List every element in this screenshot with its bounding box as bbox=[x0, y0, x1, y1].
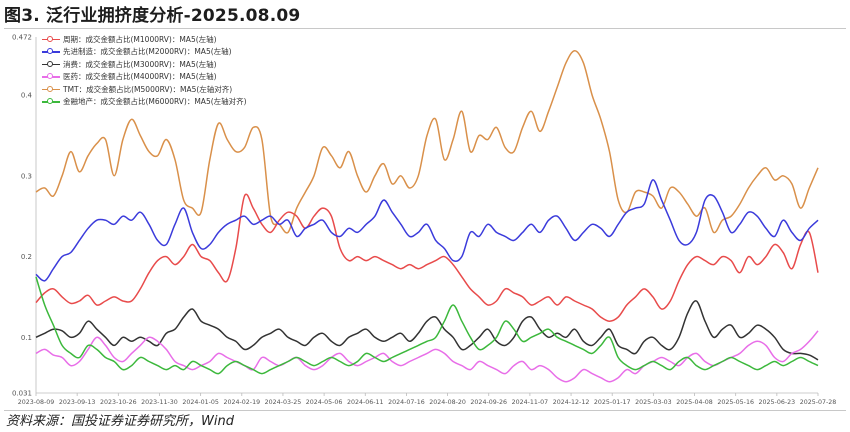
y-tick-label: 0.3 bbox=[21, 172, 32, 180]
legend-swatch bbox=[42, 47, 60, 57]
source-note: 资料来源：国投证券证券研究所，Wind bbox=[6, 414, 234, 429]
x-tick-label: 2025-07-28 bbox=[800, 399, 837, 406]
x-tick-label: 2023-09-13 bbox=[59, 399, 96, 406]
series-line-4 bbox=[35, 49, 819, 234]
series-line-3 bbox=[35, 330, 819, 383]
legend-swatch bbox=[42, 72, 60, 82]
x-tick-label: 2024-05-06 bbox=[306, 399, 343, 406]
x-tick-label: 2024-06-11 bbox=[347, 399, 384, 406]
x-tick-label: 2024-11-07 bbox=[512, 399, 549, 406]
legend-label: TMT：成交金额占比(M5000RV)：MA5(左轴对齐) bbox=[63, 84, 233, 94]
x-tick-label: 2023-11-30 bbox=[141, 399, 178, 406]
y-tick-label: 0.2 bbox=[21, 253, 32, 261]
legend-item: 金融地产：成交金额占比(M6000RV)：MA5(左轴对齐) bbox=[42, 96, 247, 109]
y-tick-label: 0.4 bbox=[21, 92, 33, 100]
x-tick-label: 2025-04-08 bbox=[676, 399, 713, 406]
legend-item: 周期：成交金额占比(M1000RV)：MA5(左轴) bbox=[42, 33, 247, 46]
x-tick-label: 2024-02-19 bbox=[223, 399, 260, 406]
x-tick-label: 2023-10-26 bbox=[100, 399, 137, 406]
chart-frame bbox=[4, 28, 846, 411]
legend-swatch bbox=[42, 34, 60, 44]
legend-item: 消费：成交金额占比(M3000RV)：MA5(左轴) bbox=[42, 58, 247, 71]
legend-label: 消费：成交金额占比(M3000RV)：MA5(左轴) bbox=[63, 59, 217, 69]
x-tick-label: 2025-03-03 bbox=[635, 399, 672, 406]
legend-item: TMT：成交金额占比(M5000RV)：MA5(左轴对齐) bbox=[42, 83, 247, 96]
x-tick-label: 2023-08-09 bbox=[18, 399, 55, 406]
series-line-2 bbox=[35, 300, 819, 361]
figure-title: 图3. 泛行业拥挤度分析-2025.08.09 bbox=[4, 6, 301, 26]
legend-item: 医药：成交金额占比(M4000RV)：MA5(左轴) bbox=[42, 71, 247, 84]
x-tick-label: 2025-05-16 bbox=[717, 399, 754, 406]
y-tick-label: 0.031 bbox=[12, 390, 32, 398]
legend-label: 医药：成交金额占比(M4000RV)：MA5(左轴) bbox=[63, 72, 217, 82]
y-tick-label: 0.1 bbox=[21, 334, 32, 342]
legend-label: 先进制造：成交金额占比(M2000RV)：MA5(左轴) bbox=[63, 47, 232, 57]
series-line-5 bbox=[35, 276, 819, 375]
series-line-0 bbox=[35, 193, 819, 322]
x-tick-label: 2025-01-17 bbox=[594, 399, 631, 406]
x-tick-label: 2024-07-16 bbox=[388, 399, 425, 406]
x-tick-label: 2025-06-23 bbox=[759, 399, 796, 406]
x-tick-label: 2024-12-12 bbox=[553, 399, 590, 406]
series-line-1 bbox=[35, 179, 819, 282]
legend-swatch bbox=[42, 59, 60, 69]
legend-label: 金融地产：成交金额占比(M6000RV)：MA5(左轴对齐) bbox=[63, 97, 247, 107]
legend-item: 先进制造：成交金额占比(M2000RV)：MA5(左轴) bbox=[42, 46, 247, 59]
x-tick-label: 2024-08-20 bbox=[429, 399, 466, 406]
legend-label: 周期：成交金额占比(M1000RV)：MA5(左轴) bbox=[63, 34, 217, 44]
x-tick-label: 2024-03-25 bbox=[265, 399, 302, 406]
y-tick-label: 0.472 bbox=[12, 34, 32, 42]
chart-legend: 周期：成交金额占比(M1000RV)：MA5(左轴) 先进制造：成交金额占比(M2… bbox=[42, 33, 247, 108]
legend-swatch bbox=[42, 84, 60, 94]
x-tick-label: 2024-09-26 bbox=[470, 399, 507, 406]
legend-swatch bbox=[42, 97, 60, 107]
x-tick-label: 2024-01-05 bbox=[182, 399, 219, 406]
